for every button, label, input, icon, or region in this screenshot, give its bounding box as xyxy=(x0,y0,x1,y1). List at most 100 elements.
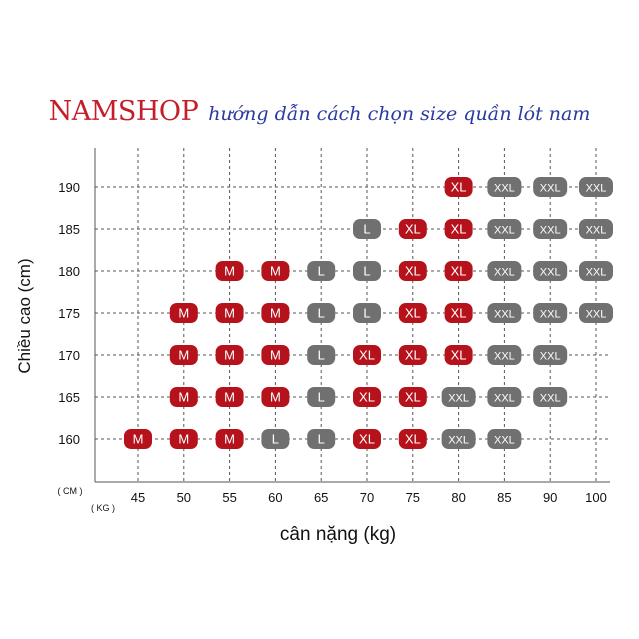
size-badge: XXL xyxy=(487,219,522,239)
size-badge-label: XL xyxy=(405,432,421,447)
size-badge: XL xyxy=(444,261,473,281)
tick-labels: 160 165 170 175 180 185 190 45 50 55 60 65 70 75 80 85 9… xyxy=(58,180,607,505)
size-badge: M xyxy=(169,387,198,407)
size-badge-label: XL xyxy=(405,264,421,279)
size-badge-bg xyxy=(398,387,427,407)
size-badge-label: XXL xyxy=(540,183,561,195)
size-badge-bg xyxy=(215,429,244,449)
size-badge-label: M xyxy=(224,348,235,363)
size-badge-bg xyxy=(487,261,522,281)
x-tick-label: 55 xyxy=(222,490,236,505)
size-badge-label: L xyxy=(272,432,279,447)
size-badge-label: M xyxy=(178,348,189,363)
brand-title: NAMSHOP xyxy=(48,96,199,127)
size-badge-label: L xyxy=(318,432,325,447)
x-tick-label: 45 xyxy=(131,490,145,505)
size-badge: M xyxy=(215,261,244,281)
size-badge-bg xyxy=(261,261,290,281)
y-unit-label: ( CM ) xyxy=(58,486,83,496)
x-tick-label: 50 xyxy=(177,490,191,505)
size-badge-bg xyxy=(215,261,244,281)
size-badge: M xyxy=(261,387,290,407)
size-badge-label: XL xyxy=(405,348,421,363)
size-badge-bg xyxy=(487,429,522,449)
size-badge-label: M xyxy=(270,390,281,405)
size-badge-bg xyxy=(261,345,290,365)
chart-axes xyxy=(94,148,610,483)
size-badge: XXL xyxy=(441,429,476,449)
size-badge-bg xyxy=(169,303,198,323)
size-badge: L xyxy=(307,429,336,449)
y-tick-label: 165 xyxy=(58,390,80,405)
size-badge-label: M xyxy=(178,390,189,405)
y-tick-label: 170 xyxy=(58,348,80,363)
x-tick-label: 80 xyxy=(451,490,465,505)
size-badge-bg xyxy=(169,345,198,365)
size-badge-label: XXL xyxy=(494,183,515,195)
size-badge-label: XXL xyxy=(540,351,561,363)
size-badge: M xyxy=(215,303,244,323)
y-tick-label: 185 xyxy=(58,222,80,237)
size-badge-bg xyxy=(444,303,473,323)
size-badge: M xyxy=(169,303,198,323)
size-badge: XL xyxy=(398,303,427,323)
size-badge-label: M xyxy=(224,264,235,279)
size-badge-bg xyxy=(444,177,473,197)
size-badge-label: L xyxy=(363,222,370,237)
size-badge: XXL xyxy=(487,303,522,323)
size-badge-bg xyxy=(261,303,290,323)
x-tick-label: 100 xyxy=(585,490,607,505)
size-badge-bg xyxy=(487,303,522,323)
size-badge-label: XL xyxy=(405,222,421,237)
size-badge: XXL xyxy=(487,177,522,197)
x-tick-label: 70 xyxy=(360,490,374,505)
size-badge-label: XXL xyxy=(586,309,607,321)
size-badge-bg xyxy=(441,429,476,449)
size-badge-bg xyxy=(441,387,476,407)
size-badge-label: XXL xyxy=(494,267,515,279)
size-badge: XL xyxy=(444,177,473,197)
size-badge-label: M xyxy=(178,432,189,447)
size-badge-label: L xyxy=(318,306,325,321)
size-badge-label: XXL xyxy=(494,351,515,363)
size-badge-label: XXL xyxy=(540,309,561,321)
size-badge-label: XL xyxy=(359,432,375,447)
size-badge: XL xyxy=(353,345,381,365)
size-badge: XXL xyxy=(487,261,522,281)
size-badge: M xyxy=(169,429,198,449)
size-badge: XXL xyxy=(579,303,613,323)
size-badge-label: L xyxy=(318,390,325,405)
size-badge: L xyxy=(353,303,381,323)
size-badge: XL xyxy=(444,345,473,365)
size-badge-bg xyxy=(215,303,244,323)
page-header: NAMSHOP hướng dẫn cách chọn size quần ló… xyxy=(0,96,639,127)
size-badge-label: M xyxy=(270,348,281,363)
size-badge-bg xyxy=(398,303,427,323)
size-badge: XL xyxy=(398,387,427,407)
size-badge: M xyxy=(261,345,290,365)
size-badge-bg xyxy=(579,219,613,239)
size-badge-bg xyxy=(169,429,198,449)
size-badge: XXL xyxy=(533,261,568,281)
size-badge-label: XXL xyxy=(494,435,515,447)
size-badge: XL xyxy=(398,261,427,281)
size-badge: XL xyxy=(353,387,381,407)
size-badge-bg xyxy=(533,387,568,407)
size-badge: XL xyxy=(444,303,473,323)
size-badge-label: XXL xyxy=(540,393,561,405)
y-axis-label: Chiều cao (cm) xyxy=(15,258,34,373)
size-badge-label: L xyxy=(363,264,370,279)
size-badge: XXL xyxy=(487,429,522,449)
size-badge-bg xyxy=(307,345,336,365)
size-badge-label: M xyxy=(133,432,144,447)
size-badge: XXL xyxy=(533,219,568,239)
size-badge-label: XL xyxy=(451,348,467,363)
size-badge: XXL xyxy=(487,345,522,365)
size-badge: XL xyxy=(398,345,427,365)
size-badge-bg xyxy=(215,345,244,365)
size-badge-label: XXL xyxy=(586,183,607,195)
size-badge-label: XL xyxy=(451,180,467,195)
size-badge: XXL xyxy=(533,177,568,197)
size-badge-label: XXL xyxy=(586,225,607,237)
